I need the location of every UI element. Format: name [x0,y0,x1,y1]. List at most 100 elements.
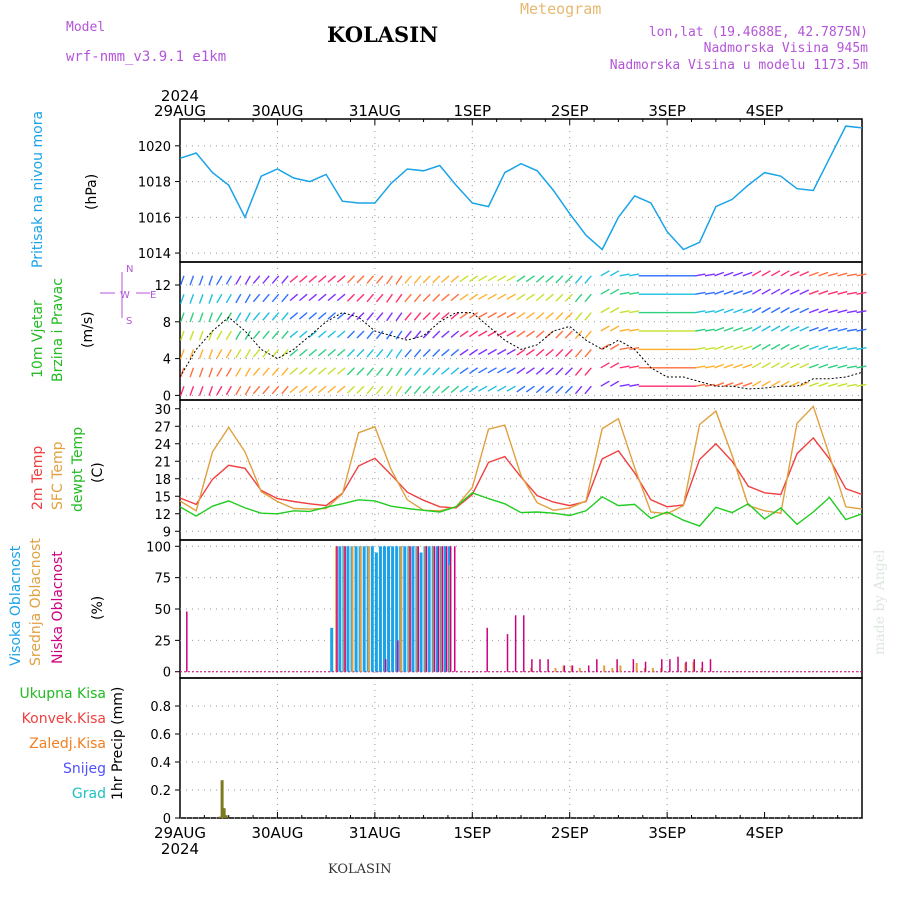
wind-barb [516,385,526,393]
wind-barb [189,312,195,323]
wind-barb [584,312,592,321]
wind-barb [225,275,232,285]
wind-barb [308,348,318,357]
wind-barb [506,275,516,282]
wind-barb [441,348,450,357]
wind-barb [459,348,469,356]
wind-barb [404,330,412,340]
wind-barb [619,310,630,314]
wind-barb [714,271,725,277]
wind-barb [317,293,327,302]
wind-barb [564,312,573,321]
wind-barb [262,348,270,358]
wind-barb [723,345,734,351]
mid-cloud-bar [578,667,581,672]
wind-barb [450,330,460,338]
wind-barb [574,312,583,321]
wind-barb [356,275,365,284]
wind-barb [404,312,412,321]
wind-barb [375,293,384,303]
mid-cloud-bar [351,546,354,672]
low-cloud-bar [571,665,574,672]
low-cloud-bar [531,659,533,672]
wind-barb [818,271,829,277]
wind-barb [235,312,242,322]
wind-barb [704,273,715,277]
wind-barb [723,326,734,332]
wind-barb [487,293,497,300]
wind-barb [600,288,610,295]
wind-barb [555,348,564,357]
wind-barb [808,290,819,295]
wind-barb [450,348,460,357]
wind-barb [714,382,725,387]
wind-barb [208,367,214,378]
wind-barb [459,312,469,319]
wind-barb [198,293,204,304]
wind-barb [208,385,214,396]
wind-barb [317,367,327,375]
wind-barb [761,362,771,369]
wind-barb [432,312,441,321]
wind-barb [422,385,431,394]
wind-barb [336,293,346,302]
low-cloud-bar [425,546,428,672]
low-cloud-bar [644,661,647,672]
wind-barb [629,310,640,314]
wind-barb [761,343,771,351]
wind-barb [856,328,867,332]
wind-barb [827,290,838,295]
year-label-top: 2024 [161,87,199,105]
wind-barb [535,330,545,338]
temp-tick-label: 9 [163,525,171,540]
cloud-tick-label: 75 [154,572,171,587]
pressure-line [179,125,863,251]
wind-barb [469,385,479,393]
wind-barb [827,272,838,277]
compass-s: S [126,316,132,327]
wind-barb [198,385,204,396]
wind-barb [695,383,706,387]
wind-barb [574,385,583,395]
wind-barb [846,365,858,369]
wind-barb [317,312,327,320]
low-cloud-bar [701,661,704,672]
wind-barb [281,293,289,303]
wind-barb [356,385,365,394]
low-cloud-bar [417,546,419,672]
high-cloud-bar [330,627,334,672]
high-cloud-bar [427,546,431,672]
wind-barb [441,385,450,394]
wind-barb [450,312,460,320]
wind-barb [450,385,460,394]
wind-barb [208,330,214,341]
location-coords: lon,lat (19.4688E, 42.7875N) [648,25,868,40]
wind-barb [574,275,583,284]
wind-barb [404,275,412,284]
precip-tick-label: 0.6 [150,728,171,743]
wind-barb [789,307,800,314]
wind-barb [584,385,592,395]
low-cloud-bar [616,659,618,672]
wind-barb [535,293,545,302]
wind-barb [386,330,393,340]
wind-barb [262,385,270,395]
wind-barb [761,288,771,295]
wind-barb [619,291,630,295]
wind-barb [770,325,781,332]
wind-barb [827,382,838,387]
wind-barb [432,330,441,339]
x-tick-label-top: 29AUG [154,102,206,120]
wind-barb [299,330,308,338]
wind-barb [366,367,374,376]
wind-barb [535,275,545,283]
low-cloud-bar [441,546,444,672]
wind-barb [413,312,422,321]
precip-tick-label: 0 [163,812,171,827]
wind-barb [619,328,630,332]
precip-label-freezing: Zaledj.Kisa [29,736,106,752]
wind-barb [198,275,204,286]
temp2m-line [179,436,863,509]
wind-barb [846,273,858,277]
cloud-tick-label: 100 [146,540,171,555]
